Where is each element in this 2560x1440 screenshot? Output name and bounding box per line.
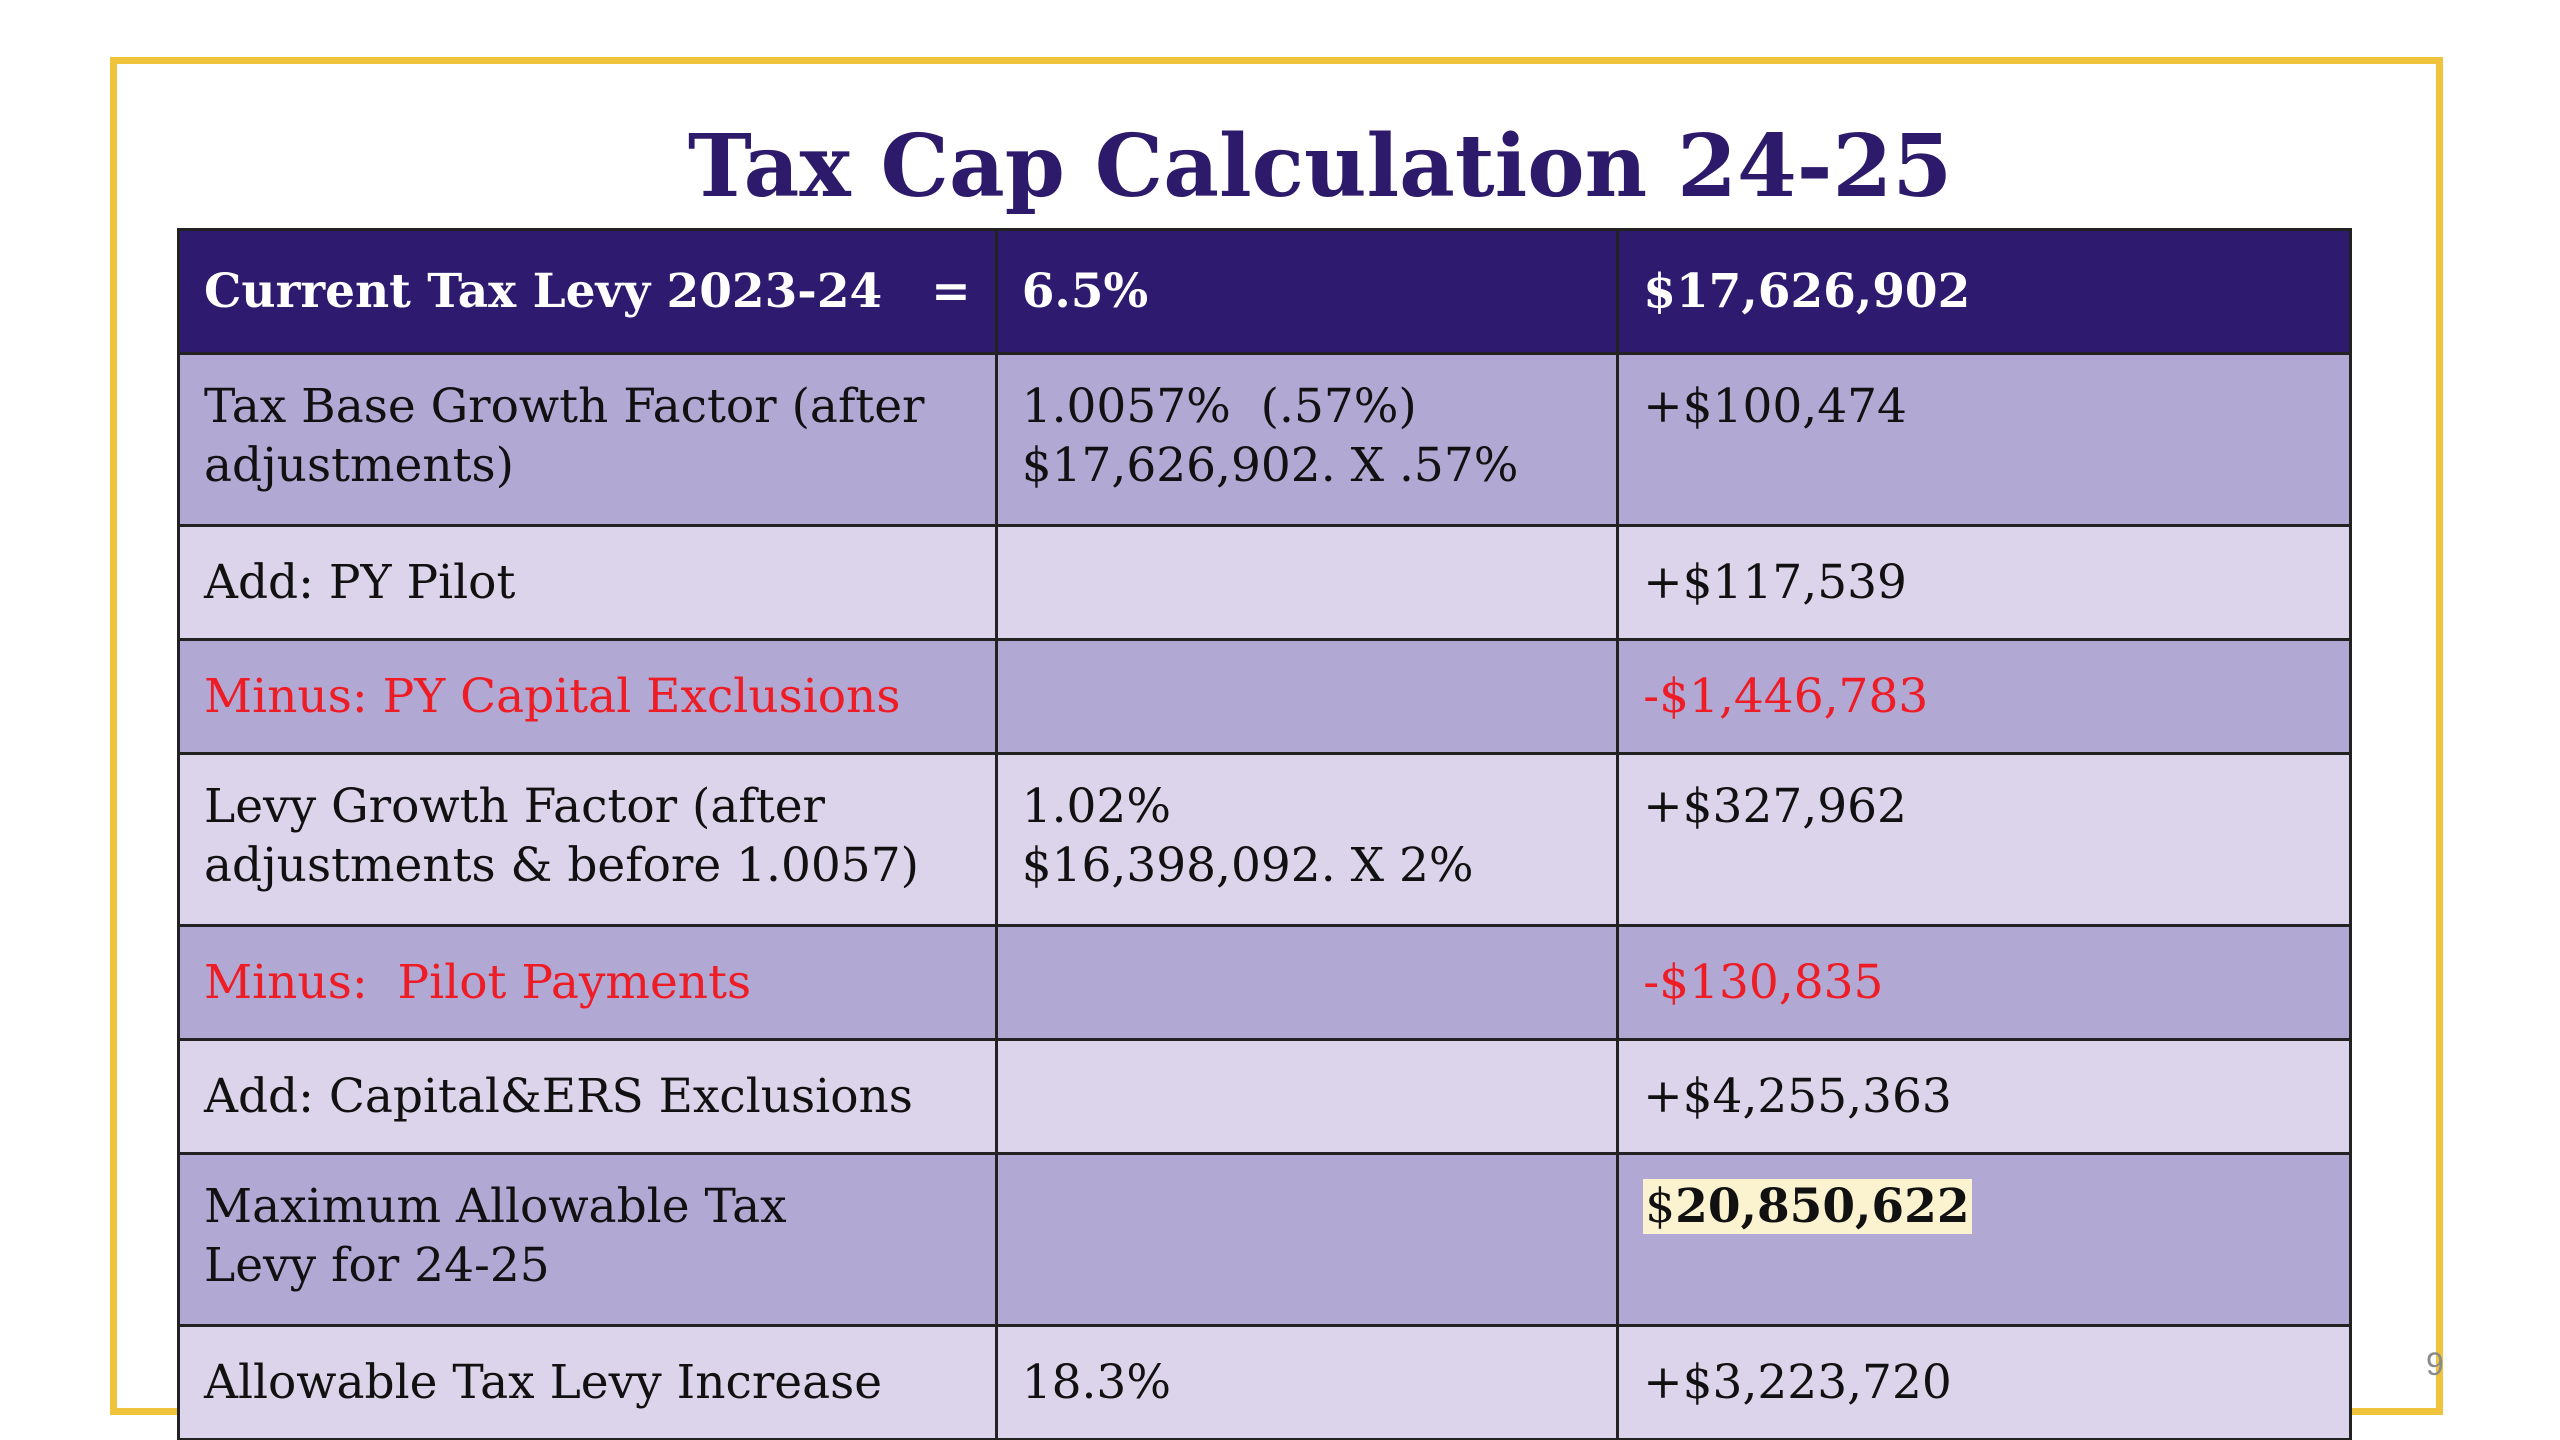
table-row-levy-growth: Levy Growth Factor (after adjustments & … [177, 752, 2352, 927]
row-label-line: adjustments & before 1.0057) [204, 838, 919, 893]
row-label-line: Levy for 24-25 [204, 1238, 550, 1293]
row-detail: 18.3% [994, 1324, 1620, 1440]
header-rate: 6.5% [994, 228, 1620, 355]
amount-currency-symbol: $ [1645, 1179, 1676, 1234]
page-number: 9 [2426, 1346, 2444, 1382]
row-detail-empty [994, 524, 1620, 641]
row-label-line: Maximum Allowable Tax [204, 1179, 787, 1234]
row-amount: -$130,835 [1616, 924, 2352, 1041]
header-amount: $17,626,902 [1616, 228, 2352, 355]
row-detail-line: 1.02% [1021, 779, 1171, 834]
row-detail: 1.0057% (.57%) $17,626,902. X .57% [994, 352, 1620, 527]
row-detail-empty [994, 638, 1620, 755]
table-row-maximum-levy: Maximum Allowable Tax Levy for 24-25 $20… [177, 1152, 2352, 1327]
table-row-py-capital-exclusions: Minus: PY Capital Exclusions -$1,446,783 [177, 638, 2352, 755]
row-amount: -$1,446,783 [1616, 638, 2352, 755]
table-row-pilot-payments: Minus: Pilot Payments -$130,835 [177, 924, 2352, 1041]
row-label: Maximum Allowable Tax Levy for 24-25 [177, 1152, 998, 1327]
row-detail-line: 1.0057% (.57%) [1021, 379, 1417, 434]
header-label: Current Tax Levy 2023-24 = [177, 228, 998, 355]
table-row-py-pilot: Add: PY Pilot +$117,539 [177, 524, 2352, 641]
row-detail-line: $17,626,902. X .57% [1021, 438, 1519, 493]
table-row-allowable-increase: Allowable Tax Levy Increase 18.3% +$3,22… [177, 1324, 2352, 1440]
row-label: Minus: Pilot Payments [177, 924, 998, 1041]
row-detail-empty [994, 1038, 1620, 1155]
row-label-line: adjustments) [204, 438, 514, 493]
row-label-line: Levy Growth Factor (after [204, 779, 825, 834]
row-label-line: Tax Base Growth Factor (after [204, 379, 925, 434]
row-amount: +$327,962 [1616, 752, 2352, 927]
slide-title: Tax Cap Calculation 24-25 [687, 116, 1953, 217]
row-label: Minus: PY Capital Exclusions [177, 638, 998, 755]
row-label: Add: PY Pilot [177, 524, 998, 641]
row-label: Allowable Tax Levy Increase [177, 1324, 998, 1440]
table-row-capital-ers: Add: Capital&ERS Exclusions +$4,255,363 [177, 1038, 2352, 1155]
row-label: Levy Growth Factor (after adjustments & … [177, 752, 998, 927]
row-detail-line: $16,398,092. X 2% [1021, 838, 1474, 893]
row-label: Add: Capital&ERS Exclusions [177, 1038, 998, 1155]
table-row-tax-base-growth: Tax Base Growth Factor (after adjustment… [177, 352, 2352, 527]
row-amount: +$4,255,363 [1616, 1038, 2352, 1155]
row-amount: +$100,474 [1616, 352, 2352, 527]
row-amount: +$3,223,720 [1616, 1324, 2352, 1440]
row-amount: +$117,539 [1616, 524, 2352, 641]
table-header-row: Current Tax Levy 2023-24 = 6.5% $17,626,… [177, 228, 2352, 355]
row-label: Tax Base Growth Factor (after adjustment… [177, 352, 998, 527]
highlighted-amount: $20,850,622 [1643, 1179, 1972, 1234]
amount-number: 20,850,622 [1675, 1179, 1970, 1234]
row-detail: 1.02% $16,398,092. X 2% [994, 752, 1620, 927]
row-amount: $20,850,622 [1616, 1152, 2352, 1327]
row-detail-empty [994, 1152, 1620, 1327]
tax-cap-table: Current Tax Levy 2023-24 = 6.5% $17,626,… [177, 228, 2352, 1440]
row-detail-empty [994, 924, 1620, 1041]
